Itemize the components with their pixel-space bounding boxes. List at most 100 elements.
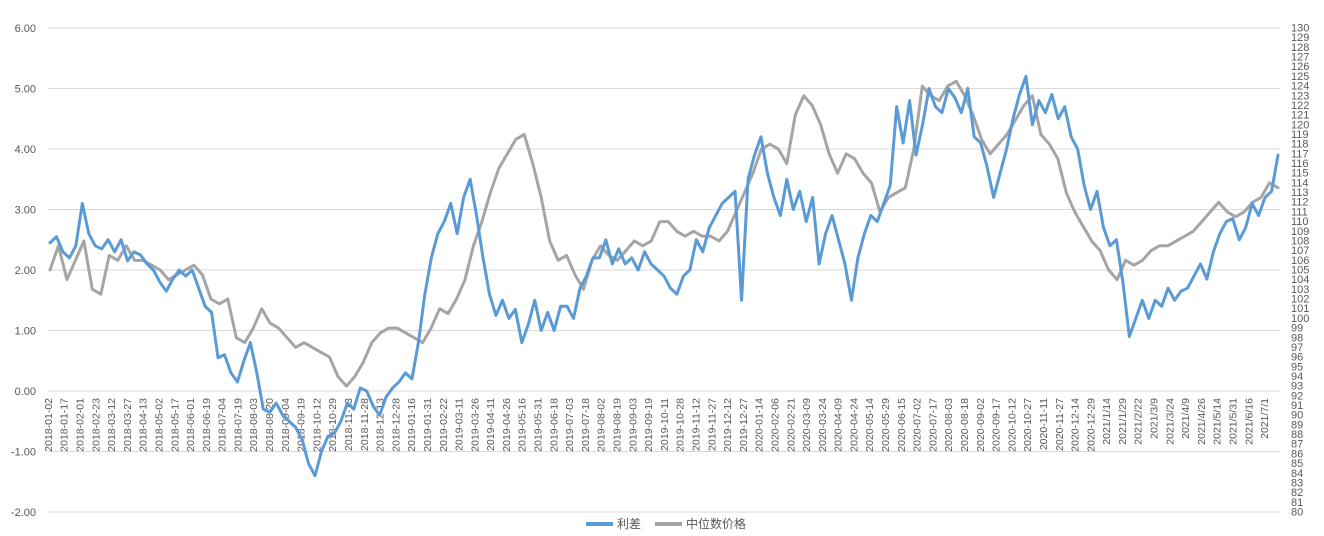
right-tick-label: 120 — [1291, 119, 1309, 131]
x-tick-label: 2021/1/14 — [1101, 398, 1113, 445]
x-tick-label: 2019-12-12 — [722, 398, 734, 452]
right-tick-label: 96 — [1291, 352, 1303, 364]
x-tick-label: 2019-04-11 — [485, 398, 497, 451]
x-tick-label: 2018-09-04 — [280, 398, 292, 452]
right-tick-label: 121 — [1291, 110, 1309, 122]
x-tick-label: 2021/3/9 — [1149, 398, 1161, 439]
right-tick-label: 85 — [1291, 458, 1303, 470]
x-tick-label: 2021/7/1 — [1259, 398, 1271, 439]
right-axis-ticks: 8081828384858687888990919293949596979899… — [1291, 23, 1309, 519]
left-tick-label: 1.00 — [15, 326, 36, 338]
x-tick-label: 2020-10-27 — [1022, 398, 1034, 452]
x-tick-label: 2018-08-03 — [248, 398, 260, 452]
x-tick-label: 2019-09-19 — [643, 398, 655, 452]
x-tick-label: 2018-07-04 — [217, 398, 229, 452]
right-tick-label: 87 — [1291, 439, 1303, 451]
x-tick-label: 2018-11-28 — [359, 398, 371, 451]
x-tick-label: 2020-09-17 — [991, 398, 1003, 452]
x-tick-label: 2018-01-17 — [59, 398, 71, 452]
right-tick-label: 82 — [1291, 487, 1303, 499]
right-tick-label: 106 — [1291, 255, 1309, 267]
x-tick-label: 2020-01-14 — [754, 398, 766, 452]
x-tick-label: 2019-11-27 — [706, 398, 718, 451]
x-tick-label: 2021/2/22 — [1133, 398, 1145, 445]
left-tick-label: 6.00 — [15, 23, 36, 35]
x-tick-label: 2018-05-17 — [169, 398, 181, 452]
x-tick-label: 2018-01-02 — [43, 398, 55, 452]
right-tick-label: 124 — [1291, 81, 1309, 93]
left-tick-label: 2.00 — [15, 265, 36, 277]
x-tick-label: 2019-08-02 — [596, 398, 608, 452]
right-tick-label: 80 — [1291, 507, 1303, 519]
right-tick-label: 127 — [1291, 52, 1309, 64]
x-tick-label: 2020-12-29 — [1085, 398, 1097, 452]
right-tick-label: 104 — [1291, 274, 1309, 286]
right-tick-label: 98 — [1291, 332, 1303, 344]
right-tick-label: 94 — [1291, 371, 1303, 383]
right-tick-label: 129 — [1291, 32, 1309, 44]
left-tick-label: -1.00 — [11, 447, 36, 459]
x-tick-label: 2018-10-29 — [327, 398, 339, 452]
x-tick-label: 2018-05-02 — [153, 398, 165, 452]
right-tick-label: 117 — [1291, 148, 1309, 160]
x-tick-label: 2020-07-17 — [927, 398, 939, 452]
right-tick-label: 95 — [1291, 361, 1303, 373]
x-tick-label: 2019-08-19 — [612, 398, 624, 452]
x-tick-label: 2019-03-11 — [454, 398, 466, 451]
x-tick-label: 2019-09-03 — [627, 398, 639, 452]
right-tick-label: 125 — [1291, 71, 1309, 83]
x-axis-ticks: 2018-01-02 2018-01-17 2018-02-01 2018-02-23… — [43, 398, 1271, 452]
left-tick-label: 0.00 — [15, 386, 36, 398]
x-tick-label: 2020-05-14 — [864, 398, 876, 452]
right-tick-label: 119 — [1291, 129, 1309, 141]
x-tick-label: 2020-02-21 — [785, 398, 797, 452]
right-tick-label: 89 — [1291, 419, 1303, 431]
x-tick-label: 2020-12-14 — [1070, 398, 1082, 452]
right-tick-label: 83 — [1291, 477, 1303, 489]
x-tick-label: 2019-03-26 — [469, 398, 481, 452]
right-tick-label: 90 — [1291, 410, 1303, 422]
x-tick-label: 2018-03-12 — [106, 398, 118, 452]
legend: 利差 中位数价格 — [586, 516, 746, 531]
x-tick-label: 2020-11-27 — [1054, 398, 1066, 451]
x-tick-label: 2021/5/14 — [1212, 398, 1224, 445]
x-tick-label: 2018-12-13 — [375, 398, 387, 452]
series-lines — [48, 74, 1280, 478]
right-tick-label: 123 — [1291, 90, 1309, 102]
left-tick-label: 5.00 — [15, 84, 36, 96]
series-line-spread — [48, 74, 1280, 478]
x-tick-label: 2020-02-06 — [769, 398, 781, 452]
right-tick-label: 116 — [1291, 158, 1309, 170]
x-tick-label: 2021/4/9 — [1180, 398, 1192, 439]
right-tick-label: 99 — [1291, 323, 1303, 335]
x-tick-label: 2020-11-11 — [1038, 398, 1050, 450]
x-tick-label: 2020-08-18 — [959, 398, 971, 452]
x-tick-label: 2019-11-12 — [690, 398, 702, 451]
x-tick-label: 2020-05-29 — [880, 398, 892, 452]
series-line-median-price — [48, 79, 1280, 388]
right-tick-label: 100 — [1291, 313, 1309, 325]
x-tick-label: 2019-01-31 — [422, 398, 434, 452]
x-tick-label: 2019-07-18 — [580, 398, 592, 452]
right-tick-label: 109 — [1291, 226, 1309, 238]
right-tick-label: 130 — [1291, 23, 1309, 35]
left-axis-ticks: -2.00 -1.00 0.00 1.00 2.00 3.00 4.00 5.00 6.00 — [11, 23, 36, 519]
right-tick-label: 93 — [1291, 381, 1303, 393]
x-tick-label: 2018-02-01 — [74, 398, 86, 452]
x-tick-label: 2018-03-27 — [122, 398, 134, 452]
x-tick-label: 2019-05-31 — [533, 398, 545, 452]
right-tick-label: 92 — [1291, 390, 1303, 402]
right-tick-label: 91 — [1291, 400, 1303, 412]
x-tick-label: 2018-07-19 — [232, 398, 244, 452]
left-tick-label: 3.00 — [15, 205, 36, 217]
left-tick-label: 4.00 — [15, 144, 36, 156]
x-tick-label: 2020-08-03 — [943, 398, 955, 452]
legend-label-spread: 利差 — [617, 517, 641, 531]
x-tick-label: 2019-04-26 — [501, 398, 513, 452]
legend-label-median-price: 中位数价格 — [686, 516, 746, 531]
right-tick-label: 126 — [1291, 61, 1309, 73]
x-tick-label: 2018-10-12 — [311, 398, 323, 452]
x-tick-label: 2021/1/29 — [1117, 398, 1129, 445]
right-tick-label: 115 — [1291, 168, 1309, 180]
